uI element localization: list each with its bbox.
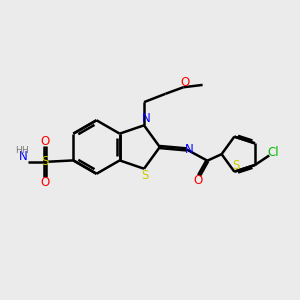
Text: O: O <box>40 176 50 189</box>
Text: N: N <box>185 142 194 156</box>
Text: O: O <box>180 76 189 89</box>
Text: Cl: Cl <box>268 146 280 159</box>
Text: S: S <box>41 155 48 168</box>
Text: S: S <box>233 159 240 172</box>
Text: O: O <box>40 135 50 148</box>
Text: S: S <box>141 169 148 182</box>
Text: O: O <box>193 174 202 187</box>
Text: H: H <box>15 146 22 155</box>
Text: H: H <box>21 146 28 155</box>
Text: N: N <box>142 112 151 125</box>
Text: N: N <box>19 150 28 163</box>
